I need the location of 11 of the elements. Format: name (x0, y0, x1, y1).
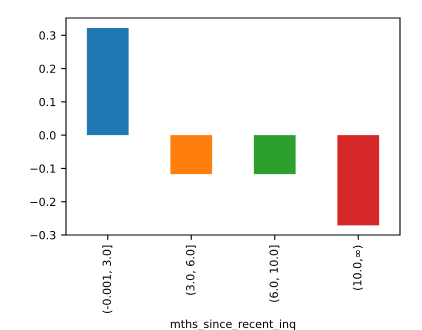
y-tick-label: 0.3 (39, 31, 56, 40)
y-tick-label: 0.0 (39, 131, 56, 140)
x-tick-label: (10.0,∞) (352, 246, 363, 290)
y-tick-label: −0.1 (30, 164, 56, 173)
y-tick-label: −0.3 (30, 230, 56, 240)
y-tick-label: 0.2 (39, 64, 56, 73)
y-tick-label: 0.1 (39, 98, 56, 106)
y-tick-label: −0.2 (30, 198, 56, 206)
x-tick-label: (3.0, 6.0] (186, 246, 196, 295)
x-tick-label: (6.0, 10.0] (269, 246, 280, 302)
x-tick-label: (-0.001, 3.0] (102, 246, 112, 313)
